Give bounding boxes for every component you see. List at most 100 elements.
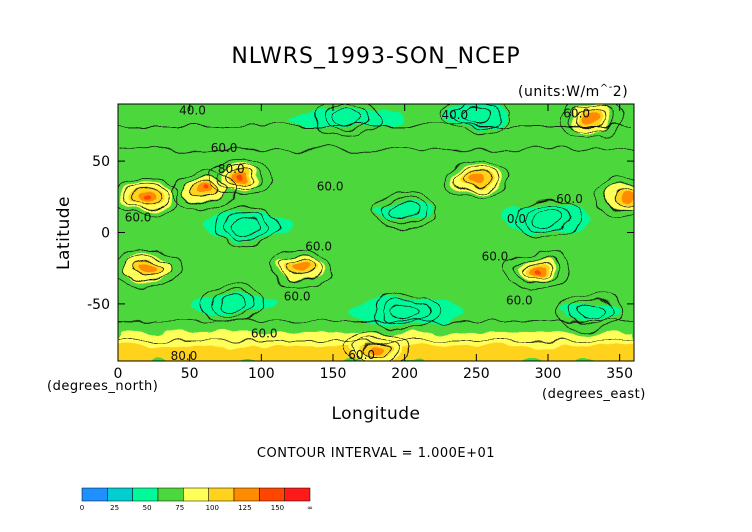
x-units-note: (degrees_north) xyxy=(47,379,159,394)
high-region-peak xyxy=(534,268,541,274)
high-region-core xyxy=(138,263,155,274)
contour-line xyxy=(314,104,380,138)
x-tick-label: 200 xyxy=(391,366,418,382)
contour-line xyxy=(171,170,237,209)
contour-label: 0.0 xyxy=(507,212,526,226)
low-region xyxy=(504,204,592,233)
contour-line xyxy=(123,183,170,211)
colorbar-label: 150 xyxy=(271,504,284,512)
contour-interval-text: CONTOUR INTERVAL = 1.000E+01 xyxy=(256,446,496,461)
contour-line xyxy=(278,254,325,282)
contour-labels: 40.0 40.0 60.0 60.0 80.0 60.0 60.0 0.0 60.0 60.0 6… xyxy=(125,104,590,362)
contour-label: 60.0 xyxy=(211,141,238,155)
x-tick-label: 250 xyxy=(463,366,490,382)
colorbar-swatch xyxy=(132,487,159,502)
colorbar-swatch xyxy=(107,487,133,502)
high-region-core xyxy=(368,344,384,355)
contour-label: 60.0 xyxy=(556,192,583,206)
contour-line xyxy=(123,254,170,282)
contour-label: 60.0 xyxy=(284,289,311,303)
x-tick-label: 300 xyxy=(535,366,562,382)
low-region xyxy=(188,294,277,313)
contour-line xyxy=(612,188,634,206)
contour-line xyxy=(461,171,491,189)
low-region xyxy=(289,109,406,128)
contour-label: 60.0 xyxy=(317,179,344,193)
contour-line xyxy=(576,302,606,320)
axis-ticks: 0 50 100 150 200 250 300 350 50 0 -50 xyxy=(87,104,634,382)
x-axis-label: Longitude xyxy=(331,404,421,424)
x-tick-label: 150 xyxy=(320,366,347,382)
contour-line xyxy=(558,104,624,138)
contour-line xyxy=(381,297,428,325)
colorbar-swatch xyxy=(259,487,285,502)
low-region xyxy=(374,202,435,221)
contour-line xyxy=(232,216,262,234)
contour-label: 60.0 xyxy=(305,239,332,253)
contour-line xyxy=(118,249,180,287)
contour-line xyxy=(443,160,509,199)
contour-label: 60.0 xyxy=(563,106,590,120)
contour-line xyxy=(453,166,500,193)
contour-line xyxy=(558,292,624,330)
chart-title: NLWRS_1993-SON_NCEP xyxy=(231,44,521,69)
contour-line xyxy=(390,202,420,220)
y-tick-label: 0 xyxy=(101,226,110,242)
x-tick-label: 350 xyxy=(606,366,633,382)
contour-line xyxy=(525,205,571,232)
contour-line xyxy=(209,290,256,318)
colorbar-label: ∞ xyxy=(307,504,313,512)
contour-label: 60.0 xyxy=(348,348,375,362)
units-note: (units:W/m^-2) xyxy=(518,82,629,100)
low-region xyxy=(446,104,507,130)
contour-line xyxy=(361,341,391,358)
contour-line xyxy=(189,181,219,199)
contour-line xyxy=(224,212,270,239)
y-units-note: (degrees_east) xyxy=(542,387,646,402)
contour-line xyxy=(268,249,335,287)
colorbar-swatch xyxy=(284,487,311,502)
colorbar-label: 75 xyxy=(175,504,184,512)
contour-line xyxy=(453,104,500,129)
x-tick-label: 50 xyxy=(181,366,199,382)
contour-label: 60.0 xyxy=(125,211,152,225)
contour-line xyxy=(443,104,509,135)
contour-line xyxy=(353,336,399,361)
contour-line xyxy=(505,252,571,290)
contour-line xyxy=(181,176,227,203)
colorbar-label: 0 xyxy=(80,504,84,512)
low-region xyxy=(561,302,621,321)
high-region-core xyxy=(618,191,634,202)
colorbar-swatch xyxy=(183,487,209,502)
colorbar-swatch xyxy=(81,487,108,502)
contour-line xyxy=(324,105,371,132)
contour-line xyxy=(568,297,614,325)
contour-line xyxy=(200,285,266,323)
contour-line xyxy=(225,169,255,187)
contour-line xyxy=(523,262,553,280)
colorbar-swatch xyxy=(157,487,184,502)
contour-line xyxy=(332,109,362,127)
colorbar-label: 25 xyxy=(110,504,119,512)
contour-line xyxy=(218,295,248,313)
contour-line xyxy=(533,209,563,227)
heatmap-field xyxy=(118,104,634,361)
high-region-core xyxy=(583,113,599,124)
high-region-core xyxy=(468,174,485,185)
high-region-peak xyxy=(236,175,243,181)
contour-label: 40.0 xyxy=(179,104,206,118)
contour-label: 60.0 xyxy=(251,326,278,340)
y-axis-label: Latitude xyxy=(54,196,74,270)
high-region-peak xyxy=(143,194,150,200)
contour-label: 60.0 xyxy=(506,294,533,308)
colorbar-label: 50 xyxy=(143,504,152,512)
contour-line xyxy=(132,259,162,277)
contour-label: 40.0 xyxy=(441,108,468,122)
x-tick-label: 0 xyxy=(114,366,123,382)
contour-line xyxy=(381,197,428,225)
colorbar: 0 25 50 75 100 125 150 ∞ xyxy=(80,487,313,512)
contour-line xyxy=(594,178,634,216)
contour-line xyxy=(576,109,606,127)
